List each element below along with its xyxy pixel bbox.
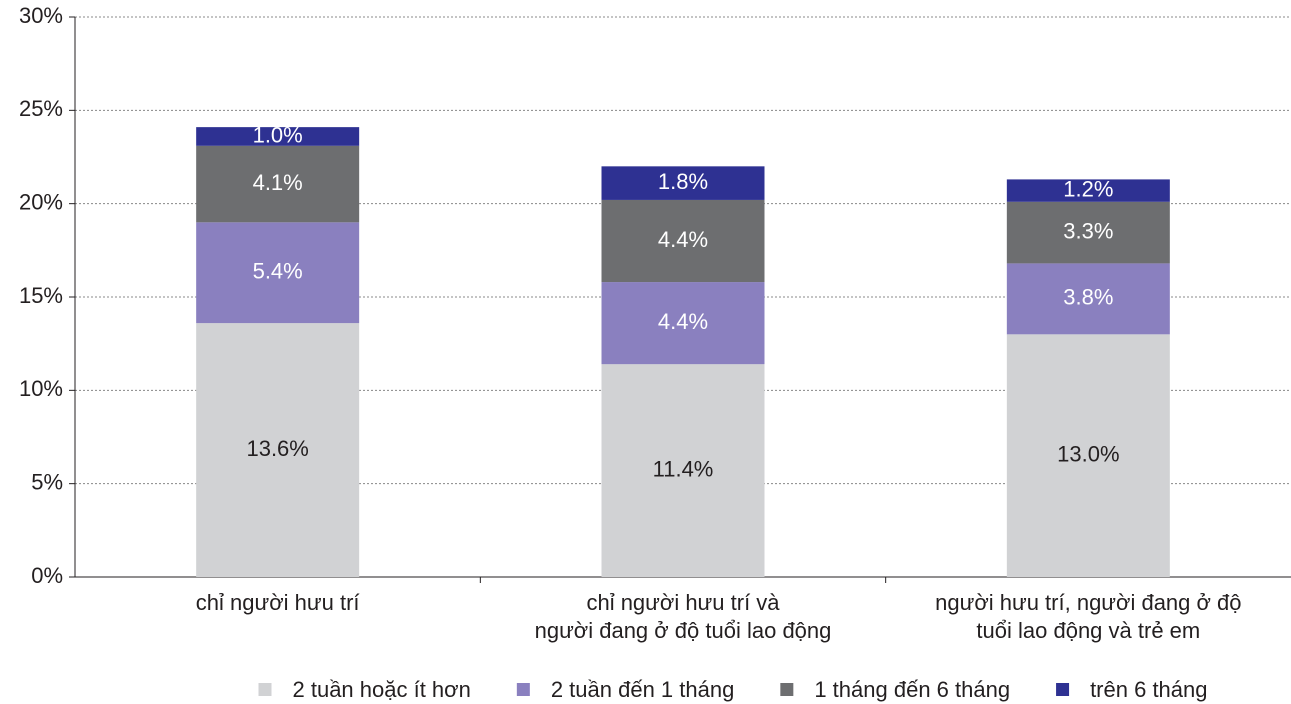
data-label: 1.8%: [658, 169, 708, 194]
legend-swatch: [1056, 683, 1070, 696]
bar-segment: [601, 199, 765, 283]
legend: 2 tuần hoặc ít hơn 2 tuần đến 1 tháng 1 th…: [258, 677, 1208, 702]
data-label: 11.4%: [653, 456, 714, 481]
legend-swatch: [258, 683, 272, 696]
data-label: 5.4%: [253, 259, 303, 284]
y-tick-label: 5%: [31, 469, 63, 494]
y-tick-label: 25%: [19, 96, 63, 121]
bar-segment: [601, 282, 765, 365]
data-label: 4.4%: [658, 227, 708, 252]
y-tick-label: 0%: [31, 563, 63, 588]
bar-segment: [1006, 179, 1170, 202]
bar-segment: [601, 364, 765, 577]
legend-swatch: [516, 683, 530, 696]
legend-swatch: [780, 683, 794, 696]
legend-label: 2 tuần hoặc ít hơn: [292, 677, 470, 702]
bar-segment: [196, 145, 360, 223]
x-tick-label: chỉ người hưu trí và người đang ở độ tuổi…: [535, 590, 832, 643]
bar-segment: [196, 127, 360, 146]
y-tick-label: 15%: [19, 283, 63, 308]
data-label: 4.1%: [253, 170, 303, 195]
bar-segment: [601, 166, 765, 200]
bar-segment: [1006, 334, 1170, 577]
bar-segment: [196, 323, 360, 577]
legend-label: 1 tháng đến 6 tháng: [814, 677, 1010, 702]
bar-segment: [196, 222, 360, 324]
data-label: 4.4%: [658, 309, 708, 334]
data-label: 1.0%: [253, 122, 303, 147]
legend-label: 2 tuần đến 1 tháng: [551, 677, 735, 702]
data-label: 3.3%: [1063, 218, 1113, 243]
x-tick-label: người hưu trí, người đang ở độ tuổi lao đ…: [935, 590, 1241, 643]
bar-segment: [1006, 201, 1170, 264]
y-tick-label: 30%: [19, 3, 63, 28]
data-label: 13.6%: [246, 436, 308, 461]
data-label: 1.2%: [1063, 176, 1113, 201]
y-tick-label: 10%: [19, 376, 63, 401]
bar-segment: [1006, 263, 1170, 335]
legend-label: trên 6 tháng: [1090, 677, 1207, 702]
y-tick-label: 20%: [19, 189, 63, 214]
x-tick-label: chỉ người hưu trí: [196, 590, 360, 615]
data-label: 3.8%: [1063, 285, 1113, 310]
data-label: 13.0%: [1057, 441, 1119, 466]
